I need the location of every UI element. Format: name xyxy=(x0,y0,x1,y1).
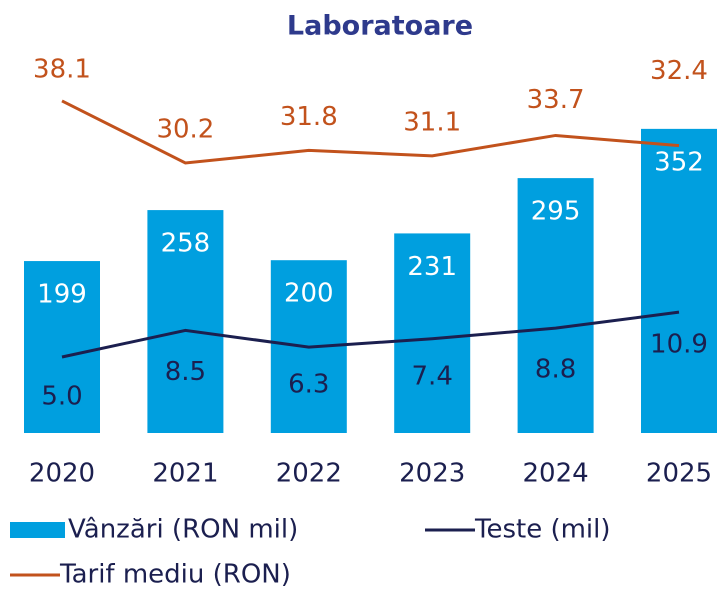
legend-label: Teste (mil) xyxy=(474,515,611,545)
legend-label: Vânzări (RON mil) xyxy=(68,515,298,545)
line xyxy=(61,99,680,165)
bar xyxy=(24,261,100,433)
bar xyxy=(394,233,471,433)
line-value-label: 38.1 xyxy=(33,54,91,84)
line-value-label: 33.7 xyxy=(527,85,585,115)
bar-value-label: 295 xyxy=(531,197,581,227)
line-value-label: 5.0 xyxy=(41,382,82,412)
line-value-label: 10.9 xyxy=(650,330,708,360)
bar-value-label: 200 xyxy=(284,279,334,309)
bar-value-label: 352 xyxy=(654,147,704,177)
x-tick-label: 2025 xyxy=(646,459,712,489)
x-tick-label: 2023 xyxy=(399,459,465,489)
line-value-label: 7.4 xyxy=(412,361,453,391)
line-value-label: 30.2 xyxy=(156,114,214,144)
bar-value-label: 258 xyxy=(161,229,211,259)
line-value-label: 6.3 xyxy=(288,370,329,400)
x-tick-label: 2022 xyxy=(276,459,342,489)
x-tick-label: 2024 xyxy=(523,459,589,489)
legend-swatch xyxy=(10,522,65,538)
bar xyxy=(517,178,594,433)
legend-label: Tarif mediu (RON) xyxy=(59,560,291,589)
line-value-label: 32.4 xyxy=(650,56,708,86)
x-tick-label: 2021 xyxy=(152,459,218,489)
bar-value-label: 199 xyxy=(37,280,87,310)
line-value-label: 31.1 xyxy=(403,107,461,137)
bar xyxy=(147,210,224,433)
bar-value-label: 231 xyxy=(407,252,457,282)
line-value-label: 31.8 xyxy=(280,102,338,132)
bar xyxy=(641,128,717,433)
line-value-label: 8.8 xyxy=(535,355,576,385)
chart-title: Laboratoare xyxy=(287,11,473,42)
line-value-label: 8.5 xyxy=(165,357,206,387)
x-tick-label: 2020 xyxy=(29,459,95,489)
line xyxy=(61,310,680,359)
